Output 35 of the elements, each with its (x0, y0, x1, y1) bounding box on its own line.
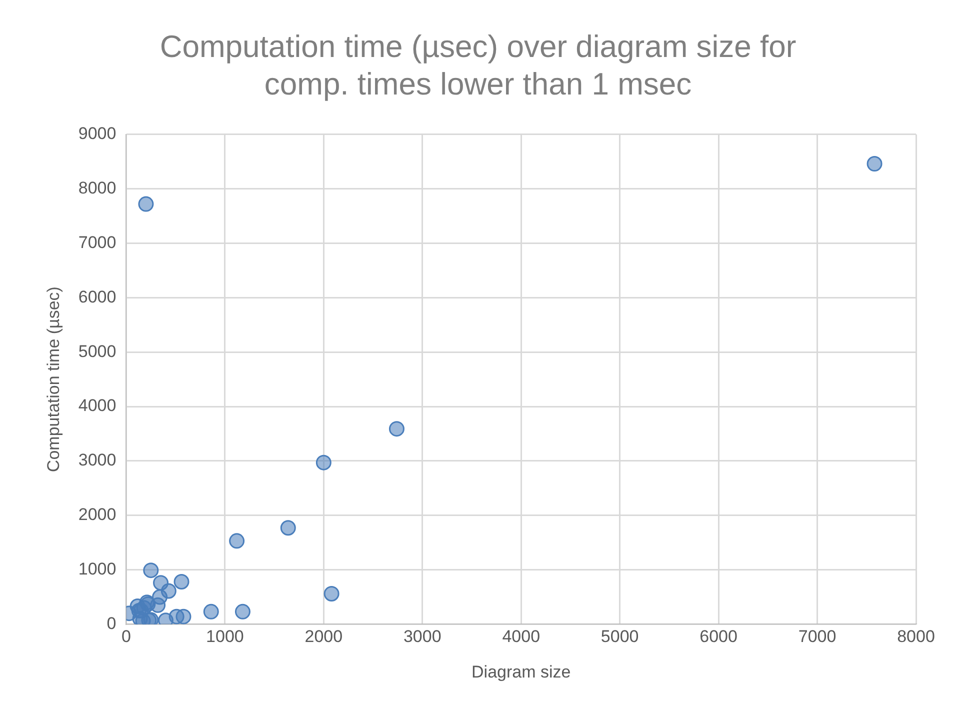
x-tick-label: 2000 (304, 627, 343, 646)
x-tick-label: 8000 (897, 627, 935, 646)
x-tick-label: 6000 (700, 627, 738, 646)
point (176, 608, 192, 624)
y-tick-label: 6000 (78, 287, 116, 306)
point (280, 520, 296, 536)
y-tick-label: 2000 (78, 505, 116, 524)
y-tick-label: 1000 (78, 559, 116, 578)
y-axis-title: Computation time (µsec) (44, 286, 63, 472)
point (316, 454, 332, 470)
y-tick-label: 0 (106, 614, 116, 633)
y-tick-label: 7000 (78, 232, 116, 252)
point (388, 421, 404, 437)
point (143, 562, 159, 578)
y-tick-label: 5000 (78, 342, 116, 361)
x-tick-label: 1000 (206, 627, 244, 646)
x-tick-label: 4000 (502, 627, 540, 646)
x-axis-title: Diagram size (472, 662, 571, 682)
y-tick-label: 8000 (78, 178, 116, 198)
chart-title: Computation time (µsec) over diagram size for comp. times lower than 1 msec (160, 29, 796, 102)
x-tick-label: 7000 (798, 627, 836, 646)
point (229, 533, 245, 549)
point (132, 611, 148, 624)
point (866, 156, 882, 172)
point (324, 586, 340, 602)
y-tick-label: 9000 (78, 124, 116, 144)
point (203, 604, 219, 620)
x-tick-label: 3000 (403, 627, 442, 646)
y-tick-label: 3000 (78, 450, 116, 470)
point (234, 604, 250, 620)
point (138, 196, 154, 212)
y-tick-label: 4000 (78, 396, 116, 416)
x-tick-label: 0 (121, 627, 131, 646)
point (174, 574, 190, 590)
x-tick-label: 5000 (600, 627, 639, 646)
